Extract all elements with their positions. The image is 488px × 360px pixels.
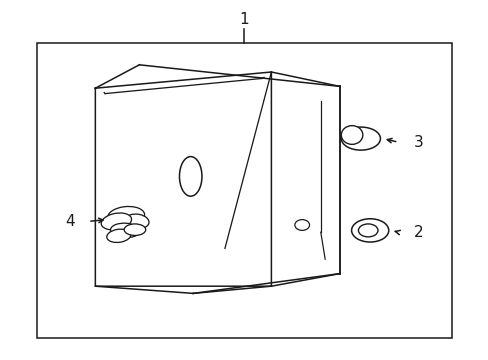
Ellipse shape xyxy=(110,223,140,238)
Text: 3: 3 xyxy=(413,135,423,150)
Ellipse shape xyxy=(124,214,149,229)
Ellipse shape xyxy=(107,207,144,225)
Ellipse shape xyxy=(124,224,145,235)
Ellipse shape xyxy=(351,219,388,242)
Ellipse shape xyxy=(358,224,377,237)
Bar xyxy=(37,43,451,338)
Circle shape xyxy=(294,220,309,230)
Ellipse shape xyxy=(106,229,131,243)
Ellipse shape xyxy=(179,157,202,196)
Text: 4: 4 xyxy=(65,214,75,229)
Text: 2: 2 xyxy=(413,225,423,240)
Ellipse shape xyxy=(101,213,131,230)
Ellipse shape xyxy=(341,126,362,144)
Ellipse shape xyxy=(341,127,380,150)
Text: 1: 1 xyxy=(239,12,249,27)
